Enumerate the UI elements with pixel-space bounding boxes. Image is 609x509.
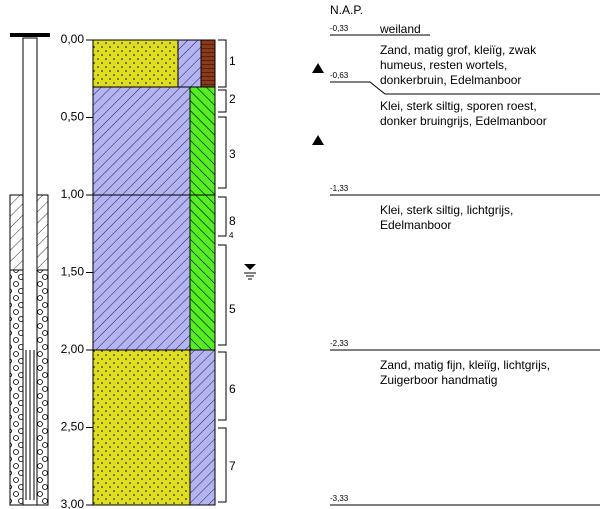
- markers: [244, 63, 324, 279]
- layer-description: Edelmanboor: [380, 218, 451, 232]
- sample-number: 6: [229, 382, 236, 396]
- sample-number: 7: [229, 459, 236, 473]
- well: [10, 33, 50, 505]
- nap-level: -0,33: [330, 24, 349, 33]
- layer-description: weiland: [379, 22, 421, 36]
- depth-label: 0,50: [61, 110, 85, 124]
- nap-level: -2,33: [330, 339, 349, 348]
- layer-description: Klei, sterk siltig, lichtgrijs,: [380, 203, 513, 217]
- layer-description: donker bruingrijs, Edelmanboor: [380, 114, 547, 128]
- sample-number: 2: [229, 92, 236, 106]
- sample-number: 1: [229, 54, 236, 68]
- sample-bracket: [218, 352, 226, 420]
- sample-number: 5: [229, 302, 236, 316]
- layer-description: Zand, matig grof, kleiïg, zwak: [380, 43, 537, 57]
- nap-level: -3,33: [330, 494, 349, 503]
- depth-label: 1,50: [61, 265, 85, 279]
- layer-description: Zuigerboor handmatig: [380, 373, 497, 387]
- depth-label: 2,00: [61, 342, 85, 356]
- depth-label: 3,00: [61, 497, 85, 509]
- layer-description: Klei, sterk siltig, sporen roest,: [380, 99, 537, 113]
- reference-label: N.A.P.: [330, 3, 363, 17]
- nap-level: -1,33: [330, 184, 349, 193]
- depth-label: 1,00: [61, 187, 85, 201]
- layer-description: humeus, resten wortels,: [380, 58, 507, 72]
- borehole-log: N.A.P. 0,00 0,50 1,00 1,50 2,00 2,50 3,00 1 2 3 8 4…: [0, 0, 609, 509]
- soil-column: [93, 40, 215, 505]
- sample-bracket: [218, 40, 226, 87]
- layer-description: Zand, matig fijn, kleiïg, lichtgrijs,: [380, 358, 550, 372]
- sample-bracket: [218, 428, 226, 502]
- sample-bracket: [218, 197, 226, 236]
- sample-number: 4: [229, 231, 234, 240]
- depth-label: 0,00: [61, 32, 85, 46]
- depth-label: 2,50: [61, 420, 85, 434]
- layer-description: donkerbruin, Edelmanboor: [380, 73, 521, 87]
- sample-number: 8: [229, 214, 236, 228]
- sample-bracket: [218, 245, 226, 345]
- sample-bracket: [218, 117, 226, 188]
- sample-bracket: [218, 90, 226, 112]
- nap-level: -0,63: [330, 71, 349, 80]
- sample-number: 3: [229, 147, 236, 161]
